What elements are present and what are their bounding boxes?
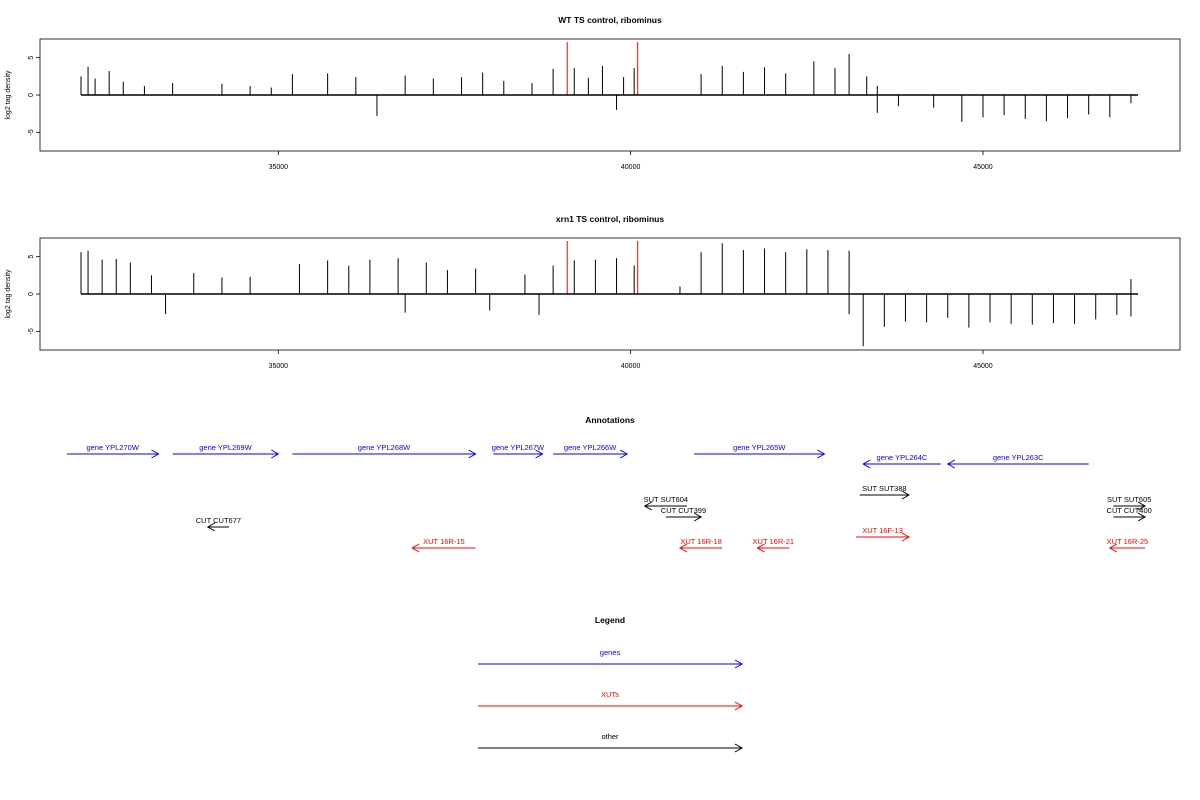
annotation-items: gene YPL270W gene YPL269W gene YPL268W gene… <box>66 443 1152 553</box>
arrow-head <box>946 459 955 469</box>
legend-item: other <box>478 732 744 753</box>
legend-title: Legend <box>595 615 625 625</box>
arrow-head <box>734 659 744 669</box>
panel-wt: WT TS control, ribominus log2 tag densit… <box>5 15 1181 171</box>
y-tick-label: 5 <box>28 56 35 60</box>
y-tick-label: -5 <box>28 129 35 135</box>
annotation-feature: gene YPL266W <box>553 443 629 459</box>
panel-title: WT TS control, ribominus <box>558 15 662 25</box>
annotation-feature: XUT 16R-25 <box>1107 537 1149 553</box>
arrow-head <box>151 449 160 459</box>
arrow-head <box>468 449 477 459</box>
annotation-feature: XUT 16R-15 <box>411 537 476 553</box>
feature-label: XUT 16R-21 <box>753 537 795 546</box>
arrow-head <box>901 490 910 500</box>
x-tick-label: 45000 <box>973 363 993 370</box>
arrow-head <box>1137 512 1147 522</box>
y-tick-label: 0 <box>28 292 35 296</box>
feature-label: CUT CUT399 <box>661 506 706 515</box>
annotation-feature: gene YPL264C <box>862 453 941 469</box>
arrow-head <box>678 543 688 553</box>
legend-item: genes <box>478 648 744 669</box>
x-tick-label: 40000 <box>621 363 641 370</box>
feature-label: gene YPL267W <box>492 443 545 452</box>
feature-label: XUT 16F-13 <box>862 526 903 535</box>
feature-label: gene YPL268W <box>358 443 411 452</box>
bar-series <box>80 53 1132 122</box>
feature-label: CUT CUT677 <box>196 516 241 525</box>
legend: Legend genes XUTs other <box>478 615 744 753</box>
x-tick-label: 35000 <box>269 164 289 171</box>
annotation-feature: gene YPL263C <box>946 453 1089 469</box>
feature-label: gene YPL264C <box>877 453 928 462</box>
feature-label: gene YPL263C <box>993 453 1044 462</box>
y-axis-label: log2 tag density <box>5 70 12 120</box>
marker-lines <box>566 241 639 294</box>
arrow-head <box>535 449 544 459</box>
annotation-feature: CUT CUT399 <box>661 506 706 522</box>
x-ticks: 35000 40000 45000 <box>269 350 993 370</box>
y-ticks: -5 0 5 <box>28 255 40 334</box>
arrow-head <box>1137 501 1147 511</box>
arrow-head <box>734 743 744 753</box>
arrow-head <box>734 701 744 711</box>
annotation-feature: gene YPL270W <box>66 443 160 459</box>
feature-label: XUT 16R-25 <box>1107 537 1149 546</box>
bar-series <box>80 243 1132 347</box>
y-ticks: -5 0 5 <box>28 56 40 135</box>
feature-label: CUT CUT400 <box>1107 506 1152 515</box>
feature-label: gene YPL265W <box>733 443 786 452</box>
arrow-head <box>271 449 280 459</box>
arrow-head <box>901 532 910 542</box>
panel-title: xrn1 TS control, ribominus <box>556 214 664 224</box>
arrow-head <box>206 522 216 532</box>
feature-label: XUT 16R-15 <box>423 537 465 546</box>
x-tick-label: 45000 <box>973 164 993 171</box>
feature-label: gene YPL266W <box>564 443 617 452</box>
annotation-feature: CUT CUT677 <box>196 516 241 532</box>
arrow-head <box>862 459 871 469</box>
feature-label: XUT 16R-18 <box>680 537 722 546</box>
annotations-track: Annotations gene YPL270W gene YPL269W gene… <box>66 415 1152 553</box>
legend-label: XUTs <box>601 690 619 699</box>
marker-lines <box>566 42 639 95</box>
annotation-feature: XUT 16F-13 <box>856 526 910 542</box>
feature-label: gene YPL270W <box>87 443 140 452</box>
y-tick-label: 5 <box>28 255 35 259</box>
annotation-feature: CUT CUT400 <box>1107 506 1152 522</box>
annotation-feature: SUT SUT388 <box>859 484 910 500</box>
arrow-head <box>693 512 703 522</box>
arrow-head <box>643 501 652 511</box>
annotation-feature: gene YPL267W <box>492 443 545 459</box>
arrow-head <box>817 449 826 459</box>
x-tick-label: 35000 <box>269 363 289 370</box>
annotation-feature: gene YPL268W <box>292 443 477 459</box>
feature-label: SUT SUT605 <box>1107 495 1151 504</box>
legend-label: genes <box>600 648 621 657</box>
x-ticks: 35000 40000 45000 <box>269 151 993 171</box>
annotation-feature: gene YPL265W <box>694 443 826 459</box>
y-tick-label: -5 <box>28 328 35 334</box>
x-tick-label: 40000 <box>621 164 641 171</box>
y-tick-label: 0 <box>28 93 35 97</box>
legend-items: genes XUTs other <box>478 648 744 753</box>
annotation-feature: XUT 16R-18 <box>678 537 723 553</box>
annotation-feature: SUT SUT605 <box>1107 495 1151 511</box>
annotation-feature: gene YPL269W <box>172 443 280 459</box>
annotation-feature: SUT SUT604 <box>643 495 688 511</box>
arrow-head <box>411 543 420 553</box>
arrow-head <box>619 449 629 459</box>
arrow-head <box>1108 543 1118 553</box>
feature-label: gene YPL269W <box>199 443 252 452</box>
annotations-title: Annotations <box>585 415 635 425</box>
y-axis-label: log2 tag density <box>5 269 12 319</box>
legend-item: XUTs <box>478 690 744 711</box>
arrow-head <box>756 543 765 553</box>
legend-label: other <box>601 732 619 741</box>
feature-label: SUT SUT388 <box>862 484 906 493</box>
annotation-feature: XUT 16R-21 <box>753 537 795 553</box>
feature-label: SUT SUT604 <box>644 495 688 504</box>
panel-xrn1: xrn1 TS control, ribominus log2 tag dens… <box>5 214 1181 370</box>
